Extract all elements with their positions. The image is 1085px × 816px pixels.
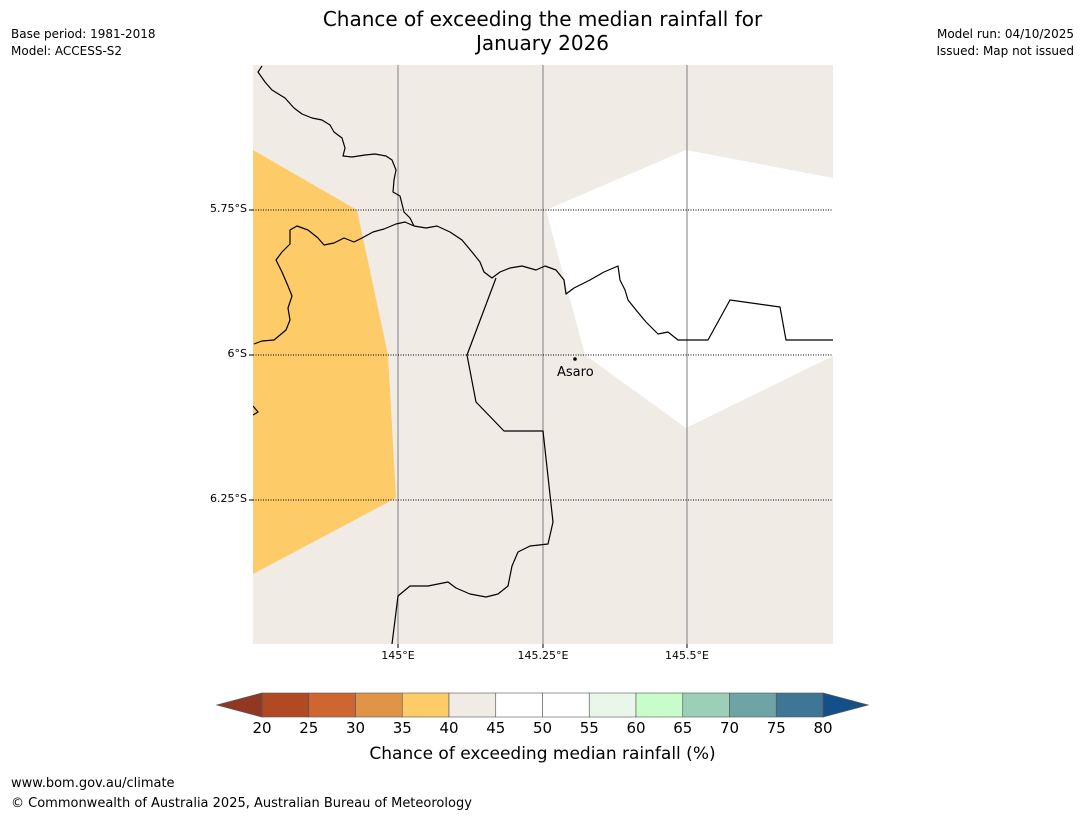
boundary-fragment (253, 405, 259, 416)
colorbar-tick: 60 (626, 719, 646, 737)
lon-label-145-5: 145.5°E (665, 649, 709, 662)
colorbar-bin-50-55 (542, 692, 590, 718)
colorbar-bin-65-70 (682, 692, 730, 718)
colorbar-under-arrow (215, 692, 263, 718)
colorbar-tick: 75 (766, 719, 786, 737)
colorbar (215, 692, 870, 718)
map-title: Chance of exceeding the median rainfall … (0, 7, 1085, 55)
footer-copyright: © Commonwealth of Australia 2025, Austra… (11, 796, 472, 811)
city-marker-asaro (573, 357, 577, 361)
colorbar-over-arrow (822, 692, 870, 718)
meta-right: Model run: 04/10/2025 Issued: Map not is… (936, 26, 1074, 60)
boundary-south (391, 277, 554, 644)
colorbar-bin-35-40 (401, 692, 450, 718)
colorbar-tick: 45 (486, 719, 506, 737)
colorbar-tick: 25 (299, 719, 319, 737)
footer-url: www.bom.gov.au/climate (11, 776, 175, 791)
base-period-text: Base period: 1981-2018 (11, 27, 156, 41)
colorbar-tick: 30 (345, 719, 366, 737)
boundary-north (257, 65, 415, 227)
colorbar-bin-20-25 (261, 692, 310, 718)
issued-text: Issued: Map not issued (936, 44, 1074, 58)
lon-label-145: 145°E (381, 649, 415, 662)
colorbar-bin-40-45 (448, 692, 497, 718)
colorbar-bin-45-50 (495, 692, 543, 718)
colorbar-label: Chance of exceeding median rainfall (%) (369, 744, 716, 764)
model-run-text: Model run: 04/10/2025 (936, 27, 1074, 41)
province-boundaries (253, 65, 833, 644)
colorbar-bin-55-60 (588, 692, 637, 718)
colorbar-tick: 35 (392, 719, 412, 737)
boundary-east (413, 225, 833, 341)
model-text: Model: ACCESS-S2 (11, 44, 123, 58)
lat-label-5-75: 5.75°S (210, 202, 247, 215)
axis-ticks (249, 209, 688, 648)
boundary-west (253, 221, 415, 345)
colorbar-tick: 70 (719, 719, 740, 737)
colorbar-bin-75-80 (775, 692, 824, 718)
colorbar-tick: 55 (579, 719, 599, 737)
map-title-line2: January 2026 (475, 31, 610, 55)
city-label-asaro: Asaro (557, 365, 594, 380)
colorbar-tick: 40 (439, 719, 459, 737)
lat-label-6-25: 6.25°S (210, 492, 247, 505)
colorbar-bin-70-75 (729, 692, 777, 718)
colorbar-bin-60-65 (635, 692, 684, 718)
map-title-line1: Chance of exceeding the median rainfall … (322, 7, 763, 31)
meta-left: Base period: 1981-2018 Model: ACCESS-S2 (11, 26, 156, 60)
colorbar-tick: 65 (673, 719, 693, 737)
colorbar-tick: 80 (813, 719, 833, 737)
region-45-50 (546, 150, 833, 428)
lat-label-6: 6°S (227, 347, 247, 360)
colorbar-bin-25-30 (308, 692, 356, 718)
colorbar-bin-30-35 (355, 692, 403, 718)
region-35-40 (253, 150, 396, 574)
lon-label-145-25: 145.25°E (517, 649, 569, 662)
colorbar-tick: 20 (252, 719, 272, 737)
colorbar-tick: 50 (532, 719, 553, 737)
